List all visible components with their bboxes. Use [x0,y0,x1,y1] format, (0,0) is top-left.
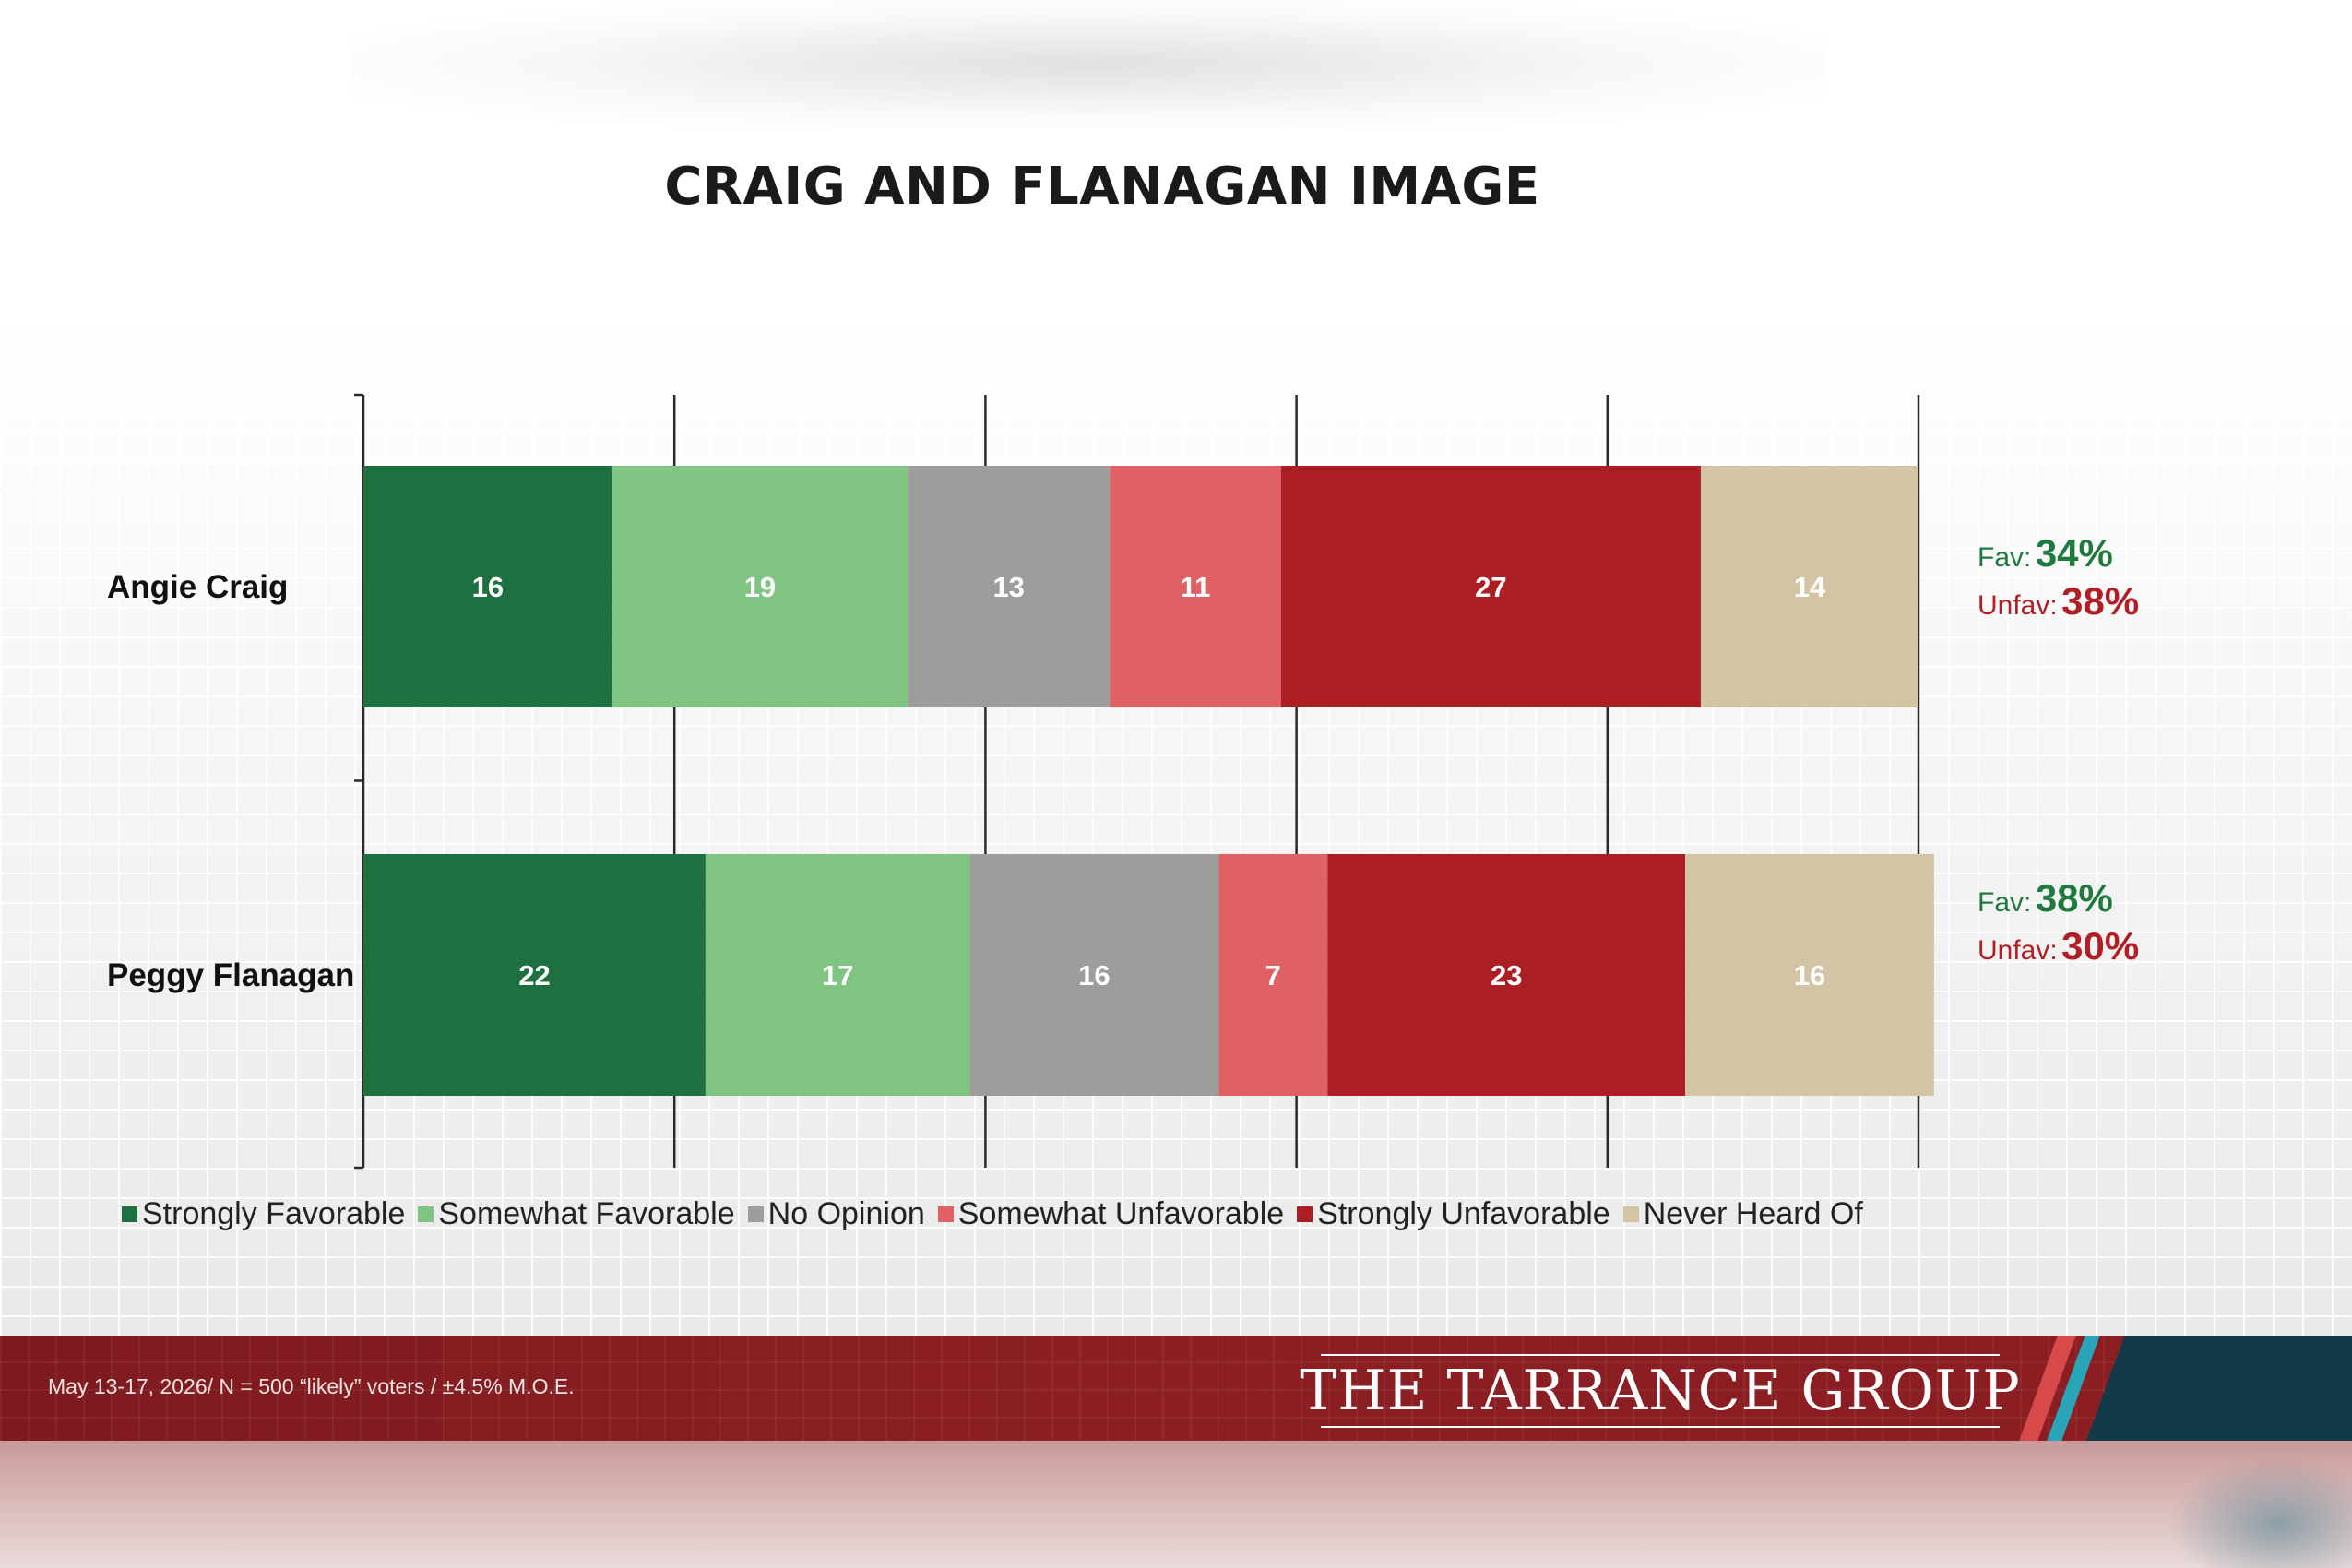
legend-swatch [418,1206,434,1222]
footer-dark-panel [2086,1336,2352,1441]
bar-segment-strongly-unfavorable [1280,466,1701,707]
data-label: 19 [744,571,776,603]
fav-label: Fav: [1978,542,2032,573]
unfav-label: Unfav: [1978,590,2058,621]
data-label: 16 [472,571,504,603]
legend-item-somewhat-unfavorable: Somewhat Unfavorable [937,1195,1285,1232]
legend-swatch [122,1206,137,1222]
tarrance-group-logo: THE TARRANCE GROUP [1300,1354,2020,1428]
bar-segment-somewhat-favorable [705,854,970,1096]
data-label: 14 [1794,571,1826,603]
data-label: 23 [1491,959,1522,992]
legend-label: Somewhat Favorable [438,1195,735,1231]
data-label: 27 [1475,571,1506,603]
legend-item-never-heard-of: Never Heard Of [1622,1195,1863,1232]
stacked-bar-chart: 16 19 13 11 27 14 22 17 16 7 23 16 Angie Craig Peggy… [107,393,1934,1170]
bar-segment-strongly-unfavorable [1327,854,1686,1096]
chart-title: CRAIG AND FLANAGAN IMAGE [664,157,1540,217]
data-label: 22 [518,959,550,992]
category-label: Peggy Flanagan [107,957,354,993]
data-label: 13 [992,571,1024,603]
bar-segment-never-heard-of [1700,466,1918,707]
category-label: Angie Craig [107,569,288,605]
bar-segment-somewhat-unfavorable [1110,466,1281,707]
unfav-value: 38% [2061,579,2140,623]
summary-fav-craig: Fav: 34% [1978,531,2113,576]
data-label: 16 [1794,959,1825,992]
brand-name: THE TARRANCE GROUP [1300,1359,2021,1423]
bar-segment-no-opinion [969,854,1219,1096]
summary-unfav-craig: Unfav: 38% [1978,579,2139,624]
summary-unfav-flanagan: Unfav: 30% [1978,924,2139,968]
legend-item-strongly-unfavorable: Strongly Unfavorable [1297,1196,1610,1232]
summary-fav-flanagan: Fav: 38% [1978,876,2113,921]
bar-segment-no-opinion [908,466,1111,707]
legend-label: Never Heard Of [1643,1195,1863,1231]
legend-label: Strongly Favorable [142,1195,406,1231]
bottom-blur-corner [2168,1457,2352,1568]
fav-value: 34% [2035,531,2113,575]
legend-swatch [1297,1206,1313,1222]
chart-legend: Strongly Favorable Somewhat Favorable No… [122,1194,1876,1234]
legend-swatch [937,1206,954,1222]
bars [363,466,1934,1096]
data-label: 17 [822,959,853,992]
top-blur-decoration [350,0,1826,129]
legend-item-somewhat-favorable: Somewhat Favorable [418,1195,735,1232]
bar-segment-strongly-favorable [363,854,706,1096]
data-label: 11 [1181,571,1211,603]
legend-item-no-opinion: No Opinion [747,1195,925,1232]
legend-swatch [1622,1206,1639,1222]
bar-segment-somewhat-unfavorable [1218,854,1328,1096]
bar-segment-strongly-favorable [363,466,612,707]
bar-segment-never-heard-of [1685,854,1934,1096]
bar-segment-somewhat-favorable [612,466,909,707]
fav-value: 38% [2035,876,2113,920]
fav-label: Fav: [1978,887,2032,918]
legend-item-strongly-favorable: Strongly Favorable [122,1196,405,1232]
legend-label: No Opinion [767,1195,925,1231]
legend-label: Strongly Unfavorable [1317,1195,1610,1231]
legend-label: Somewhat Unfavorable [957,1195,1285,1231]
data-label: 16 [1078,959,1110,992]
legend-swatch [747,1206,764,1222]
methodology-note: May 13-17, 2026/ N = 500 “likely” voters… [48,1374,575,1398]
bar-labels: 16 19 13 11 27 14 22 17 16 7 23 16 [472,571,1826,992]
data-label: 7 [1265,959,1281,992]
footer-bar: May 13-17, 2026/ N = 500 “likely” voters… [0,1336,2352,1441]
unfav-value: 30% [2061,924,2140,968]
footer-pattern [0,1336,2352,1441]
unfav-label: Unfav: [1978,935,2058,966]
category-labels: Angie Craig Peggy Flanagan [107,569,354,993]
bottom-blur-decoration [0,1441,2352,1568]
